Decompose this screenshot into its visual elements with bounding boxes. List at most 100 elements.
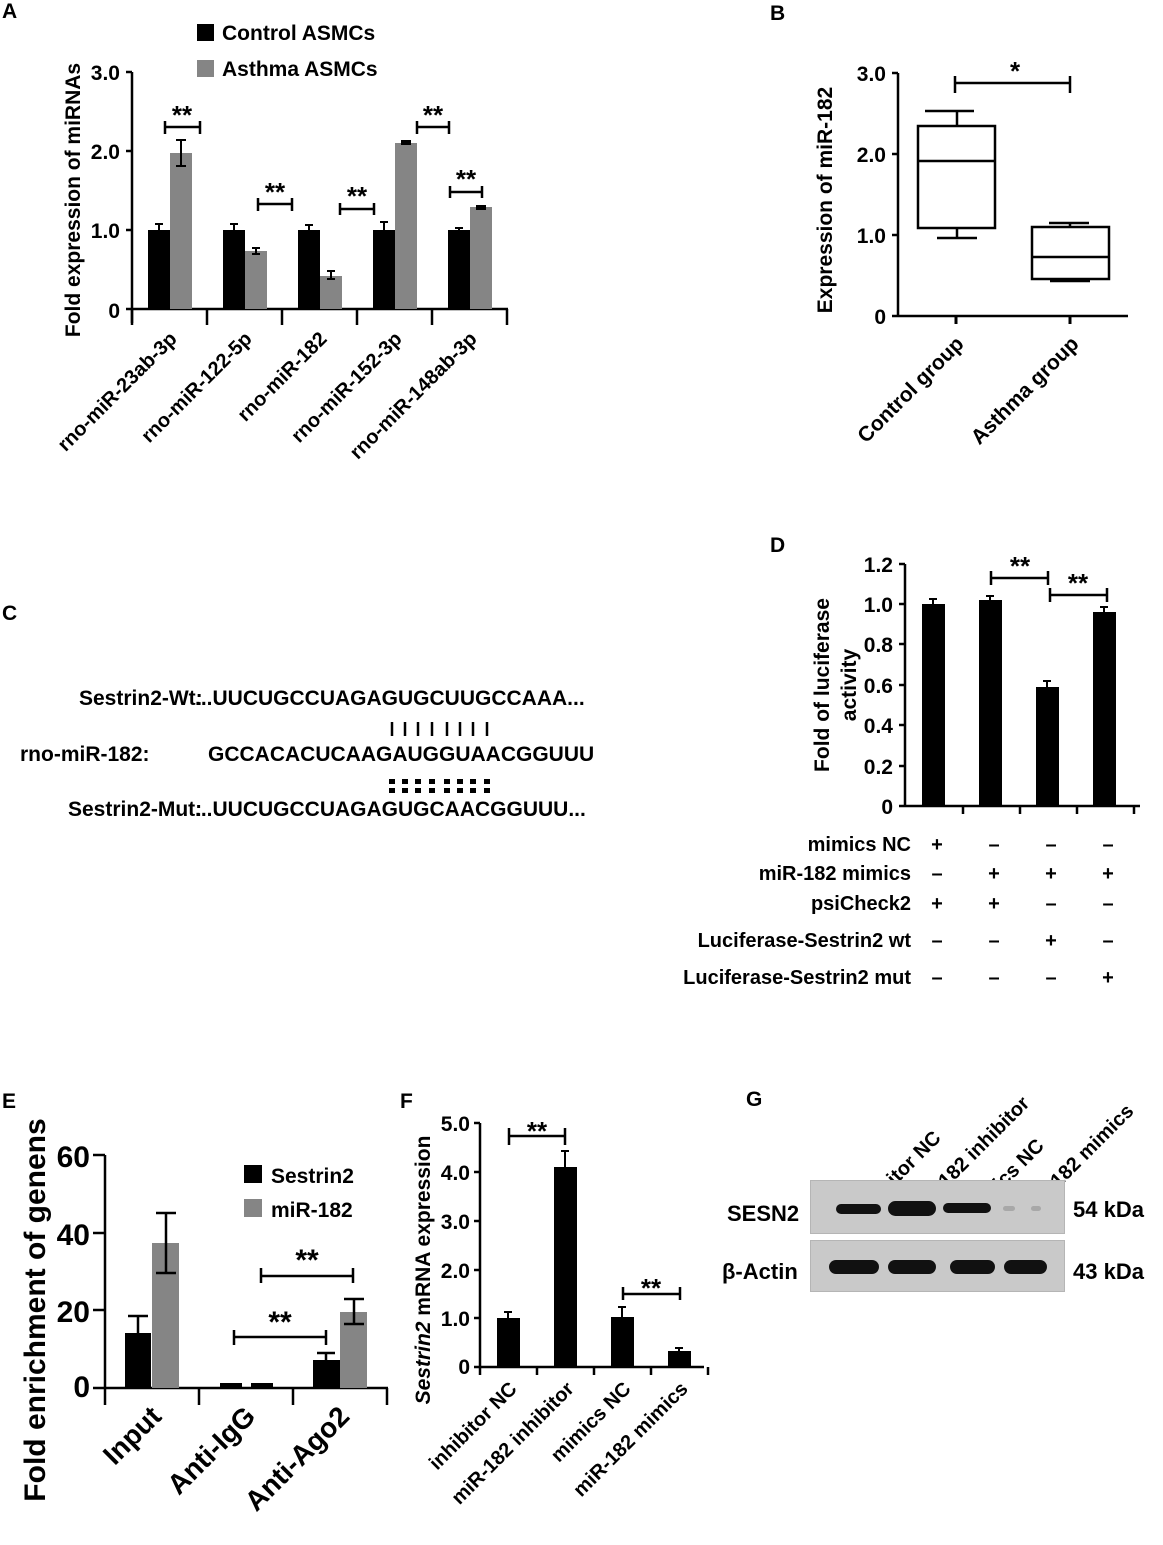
y-tick-label: 0.8 bbox=[864, 634, 894, 657]
y-tick-label: 20 bbox=[57, 1296, 90, 1329]
blot-label-sesn2: SESN2 bbox=[727, 1201, 800, 1226]
bar-asthma-1 bbox=[170, 153, 192, 309]
panel-g: G inhibitor NC miR-182 inhibitor mimics … bbox=[715, 1000, 1163, 1420]
x-tick-label: rno-miR-148ab-3p bbox=[346, 328, 482, 464]
band bbox=[829, 1260, 879, 1274]
y-axis-label: activity bbox=[838, 648, 861, 721]
legend-swatch-asthma bbox=[197, 60, 214, 77]
panel-d: D 1.2 1.0 0.8 0.6 0.4 0.2 0 Fold of luci… bbox=[620, 530, 1163, 1000]
y-tick-label: 0.6 bbox=[864, 675, 893, 698]
bar-control-2 bbox=[223, 230, 245, 309]
condition-value: – bbox=[988, 930, 1000, 952]
blot-label-actin: β-Actin bbox=[722, 1259, 798, 1284]
condition-value: + bbox=[1102, 967, 1114, 989]
condition-row: psiCheck2 + + – – bbox=[620, 893, 1163, 919]
condition-value: + bbox=[1102, 863, 1114, 885]
bar-control-1 bbox=[148, 230, 170, 309]
y-tick-label: 1.0 bbox=[864, 594, 893, 617]
sig-marker: ** bbox=[295, 1244, 319, 1277]
sig-marker: ** bbox=[1068, 568, 1089, 598]
mut-pairing-dashes bbox=[389, 779, 490, 793]
chart-f: 5.0 4.0 3.0 2.0 1.0 0 Sestrin2 mRNA expr… bbox=[412, 1113, 710, 1509]
x-tick-label: Input bbox=[97, 1400, 167, 1470]
y-axis-label: Fold enrichment of genens bbox=[19, 1118, 52, 1501]
wt-label: Sestrin2-Wt: bbox=[79, 687, 203, 710]
legend-swatch-mir182 bbox=[244, 1199, 262, 1217]
mut-label: Sestrin2-Mut: bbox=[68, 798, 203, 821]
panel-letter-b: B bbox=[770, 2, 786, 25]
sig-marker: ** bbox=[347, 181, 368, 211]
sig-marker: * bbox=[1010, 56, 1021, 86]
wt-sequence: ...UUCUGCCUAGAGUGCUUGCCAAA... bbox=[195, 687, 585, 710]
bar-mir182-mimics bbox=[668, 1351, 691, 1367]
y-tick-label: 1.0 bbox=[857, 225, 886, 248]
panel-e: E 60 40 20 0 Fold enrichment of genens S… bbox=[0, 1000, 395, 1540]
y-tick-label: 60 bbox=[57, 1141, 90, 1174]
band bbox=[1031, 1206, 1041, 1211]
panel-letter-f: F bbox=[400, 1090, 413, 1113]
panel-letter-a: A bbox=[2, 0, 18, 23]
band bbox=[888, 1260, 936, 1274]
y-tick-label: 2.0 bbox=[441, 1260, 470, 1283]
condition-value: + bbox=[1045, 930, 1057, 952]
legend-label-control: Control ASMCs bbox=[222, 22, 375, 45]
y-tick-label: 0 bbox=[73, 1371, 90, 1404]
panel-a: A Control ASMCs Asthma ASMCs 3.0 2.0 1.0… bbox=[0, 0, 580, 500]
panel-c: C Sestrin2-Wt: ...UUCUGCCUAGAGUGCUUGCCAA… bbox=[0, 590, 700, 840]
chart-e: 60 40 20 0 Fold enrichment of genens Ses… bbox=[19, 1118, 389, 1517]
box-asthma bbox=[1030, 221, 1111, 283]
sig-marker: ** bbox=[1010, 551, 1031, 581]
x-tick-label: Asthma group bbox=[967, 332, 1084, 449]
legend-label-mir182: miR-182 bbox=[271, 1199, 353, 1222]
panel-letter-g: G bbox=[746, 1088, 763, 1111]
bar-asthma-3 bbox=[320, 276, 342, 309]
condition-row: Luciferase-Sestrin2 mut – – – + bbox=[620, 967, 1163, 993]
bar-asthma-4 bbox=[395, 143, 417, 309]
y-tick-label: 1.0 bbox=[91, 220, 120, 243]
mir-label: rno-miR-182: bbox=[20, 743, 150, 766]
condition-value: – bbox=[1045, 893, 1057, 915]
y-tick-label: 3.0 bbox=[441, 1211, 470, 1234]
bar-1 bbox=[922, 604, 945, 806]
mut-sequence: ...UUCUGCCUAGAGUGCAACGGUUU... bbox=[195, 798, 586, 821]
significance-bracket bbox=[953, 76, 1072, 93]
blot-sesn2 bbox=[810, 1180, 1065, 1234]
box-control bbox=[916, 109, 997, 240]
condition-value: – bbox=[931, 863, 943, 885]
kda-label-actin: 43 kDa bbox=[1073, 1259, 1144, 1284]
condition-label: mimics NC bbox=[807, 834, 911, 856]
sig-marker: ** bbox=[456, 164, 477, 194]
condition-label: miR-182 mimics bbox=[758, 863, 911, 885]
condition-label: psiCheck2 bbox=[810, 893, 911, 915]
sig-marker: ** bbox=[268, 1306, 292, 1339]
y-axis-label: Expression of miR-182 bbox=[814, 87, 837, 313]
panel-letter-c: C bbox=[2, 602, 18, 625]
y-axis-label: Fold expression of miRNAs bbox=[62, 63, 85, 337]
bar-sestrin2-input bbox=[125, 1333, 151, 1388]
bar-mir182-igg bbox=[251, 1383, 273, 1388]
y-tick-label: 3.0 bbox=[91, 62, 120, 85]
blot-actin bbox=[810, 1240, 1065, 1292]
y-tick-label: 40 bbox=[57, 1219, 90, 1252]
y-tick-label: 3.0 bbox=[857, 63, 886, 86]
condition-value: – bbox=[988, 967, 1000, 989]
bar-mir182-inhibitor bbox=[554, 1167, 577, 1367]
sig-marker: ** bbox=[527, 1116, 548, 1146]
y-tick-label: 0 bbox=[881, 796, 893, 819]
wt-pairing-lines bbox=[390, 722, 489, 736]
condition-value: – bbox=[1045, 834, 1057, 856]
sig-marker: ** bbox=[172, 100, 193, 130]
condition-value: – bbox=[1102, 893, 1114, 915]
condition-row: Luciferase-Sestrin2 wt – – + – bbox=[620, 930, 1163, 956]
condition-value: – bbox=[1102, 930, 1114, 952]
bar-sestrin2-ago2 bbox=[313, 1360, 340, 1388]
band bbox=[836, 1204, 881, 1214]
significance-brackets bbox=[989, 571, 1109, 602]
sig-marker: ** bbox=[265, 177, 286, 207]
band bbox=[1004, 1260, 1047, 1274]
bar-control-3 bbox=[298, 230, 320, 309]
y-tick-label: 5.0 bbox=[441, 1113, 470, 1136]
condition-value: – bbox=[1045, 967, 1057, 989]
condition-label: Luciferase-Sestrin2 wt bbox=[697, 930, 911, 952]
significance-brackets bbox=[163, 121, 484, 215]
